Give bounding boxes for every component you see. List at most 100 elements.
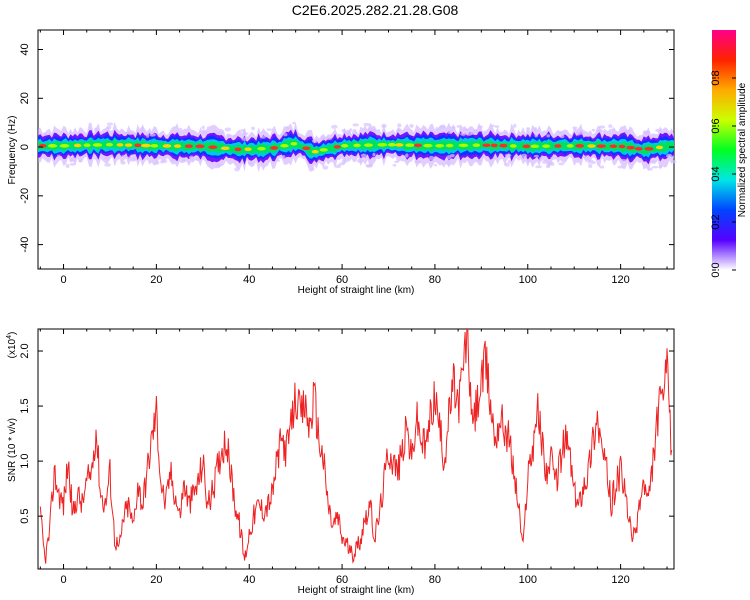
spectrogram-speckle-dot <box>526 158 531 163</box>
spectrogram-speckle <box>43 121 677 172</box>
spectrogram-x-ticks: 0 20 40 60 80 100 120 <box>39 30 668 286</box>
x-tick-label: 40 <box>243 274 255 286</box>
snr-y-multiplier-exponent: 4 <box>6 335 13 339</box>
x-tick-label: 100 <box>519 574 537 586</box>
spectrogram-peak <box>542 144 551 148</box>
spectrogram-speckle-dot <box>281 154 286 160</box>
spectrogram-x-axis-label: Height of straight line (km) <box>298 285 415 296</box>
spectrogram-peak <box>269 146 279 150</box>
x-tick-label: 60 <box>336 574 348 586</box>
x-tick-label: 120 <box>611 574 629 586</box>
spectrogram-speckle-dot <box>216 163 223 167</box>
spectrogram-speckle-dot <box>666 153 673 159</box>
spectrogram-peak <box>59 144 70 148</box>
spectrogram-speckle-dot <box>449 153 455 158</box>
spectrogram-peak <box>141 143 151 148</box>
x-tick-label: 80 <box>429 274 441 286</box>
spectrogram-speckle-dot <box>534 134 538 138</box>
snr-y-axis-label: SNR (10 * v/v) <box>7 418 18 482</box>
spectrogram-peak <box>609 144 618 149</box>
spectrogram-speckle-dot <box>311 167 315 171</box>
spectrogram-speckle-dot <box>498 131 503 135</box>
spectrogram-speckle-dot <box>558 162 565 166</box>
spectrogram-speckle-dot <box>78 159 83 163</box>
spectrogram-peak <box>341 143 349 148</box>
spectrogram-peak <box>311 149 319 154</box>
x-tick-label: 0 <box>60 574 66 586</box>
spectrogram-peak <box>575 144 585 148</box>
x-tick-label: 0 <box>60 274 66 286</box>
spectrogram-speckle-dot <box>648 167 653 171</box>
colorbar-tick-label: 0.6 <box>710 118 722 133</box>
spectrogram-peak <box>644 147 654 151</box>
spectrogram-speckle-dot <box>251 126 256 131</box>
spectrogram-speckle-dot <box>550 162 555 166</box>
spectrogram-speckle-dot <box>490 124 495 128</box>
spectrogram-speckle-dot <box>127 156 131 160</box>
spectrogram-speckle-dot <box>599 125 606 129</box>
snr-plot-area <box>37 328 675 570</box>
colorbar-label: Normalized spectral amplitude <box>737 82 748 217</box>
spectrogram-speckle-dot <box>507 160 511 164</box>
colorbar-gradient <box>712 30 736 270</box>
spectrogram-speckle-dot <box>542 159 548 164</box>
spectrogram-speckle-dot <box>335 164 342 169</box>
snr-y-ticks: 0.5 1.0 1.5 2.0 <box>19 343 674 524</box>
spectrogram-panel: 0 20 40 60 80 100 120 40 20 0 -20 -40 Height of st… <box>7 29 677 296</box>
spectrogram-speckle-dot <box>104 156 110 160</box>
spectrogram-speckle-dot <box>608 124 613 128</box>
spectrogram-speckle-dot <box>104 163 111 167</box>
spectrogram-y-ticks: 40 20 0 -20 -40 <box>19 43 674 253</box>
spectrogram-speckle-dot <box>341 129 347 133</box>
spectrogram-peak <box>73 143 82 148</box>
spectrogram-speckle-dot <box>392 163 397 167</box>
spectrogram-peak <box>47 144 58 148</box>
spectrogram-speckle-dot <box>346 131 351 136</box>
spectrogram-speckle-dot <box>470 131 475 135</box>
spectrogram-speckle-dot <box>363 122 371 127</box>
spectrogram-peak <box>134 143 142 148</box>
spectrogram-speckle-dot <box>520 153 528 158</box>
x-tick-label: 20 <box>150 274 162 286</box>
colorbar-ticks: 0.0 0.2 0.4 0.6 0.8 <box>710 70 736 278</box>
spectrogram-speckle-dot <box>155 160 160 165</box>
spectrogram-speckle-dot <box>526 127 530 131</box>
y-tick-label: 20 <box>19 92 31 104</box>
spectrogram-speckle-dot <box>224 127 231 132</box>
spectrogram-peak <box>414 143 422 148</box>
spectrogram-speckle-dot <box>232 134 238 138</box>
spectrogram-peak <box>184 144 193 148</box>
spectrogram-speckle-dot <box>178 127 183 132</box>
spectrogram-speckle-dot <box>138 127 144 132</box>
spectrogram-speckle-dot <box>216 131 224 136</box>
spectrogram-peak <box>395 143 404 147</box>
x-tick-label: 120 <box>611 274 629 286</box>
spectrogram-speckle-dot <box>181 158 186 163</box>
spectrogram-peak <box>244 147 252 151</box>
spectrogram-speckle-dot <box>476 159 482 162</box>
spectrogram-speckle-dot <box>65 163 70 168</box>
y-tick-label: 40 <box>19 43 31 55</box>
spectrogram-speckle-dot <box>557 130 564 134</box>
spectrogram-speckle-dot <box>638 134 644 138</box>
spectrogram-speckle-dot <box>365 164 370 168</box>
page-title: C2E6.2025.282.21.28.G08 <box>291 2 459 18</box>
spectrogram-speckle-dot <box>133 156 138 161</box>
spectrogram-peak <box>554 144 562 148</box>
spectrogram-speckle-dot <box>428 155 435 161</box>
spectrogram-peak <box>626 145 635 150</box>
spectrogram-speckle-dot <box>241 132 249 136</box>
spectrogram-peak <box>530 144 540 149</box>
spectrogram-speckle-dot <box>652 159 656 163</box>
x-tick-label: 80 <box>429 574 441 586</box>
spectrogram-speckle-dot <box>513 123 517 128</box>
spectrogram-speckle-dot <box>163 159 168 163</box>
spectrogram-peak <box>377 142 388 147</box>
spectrogram-peak <box>92 143 103 147</box>
spectrogram-speckle-dot <box>123 131 131 135</box>
spectrogram-speckle-dot <box>360 153 367 158</box>
spectrogram-speckle-dot <box>583 155 589 160</box>
spectrogram-peak <box>634 147 643 151</box>
spectrogram-speckle-dot <box>311 139 318 144</box>
spectrogram-speckle-dot <box>292 121 296 125</box>
